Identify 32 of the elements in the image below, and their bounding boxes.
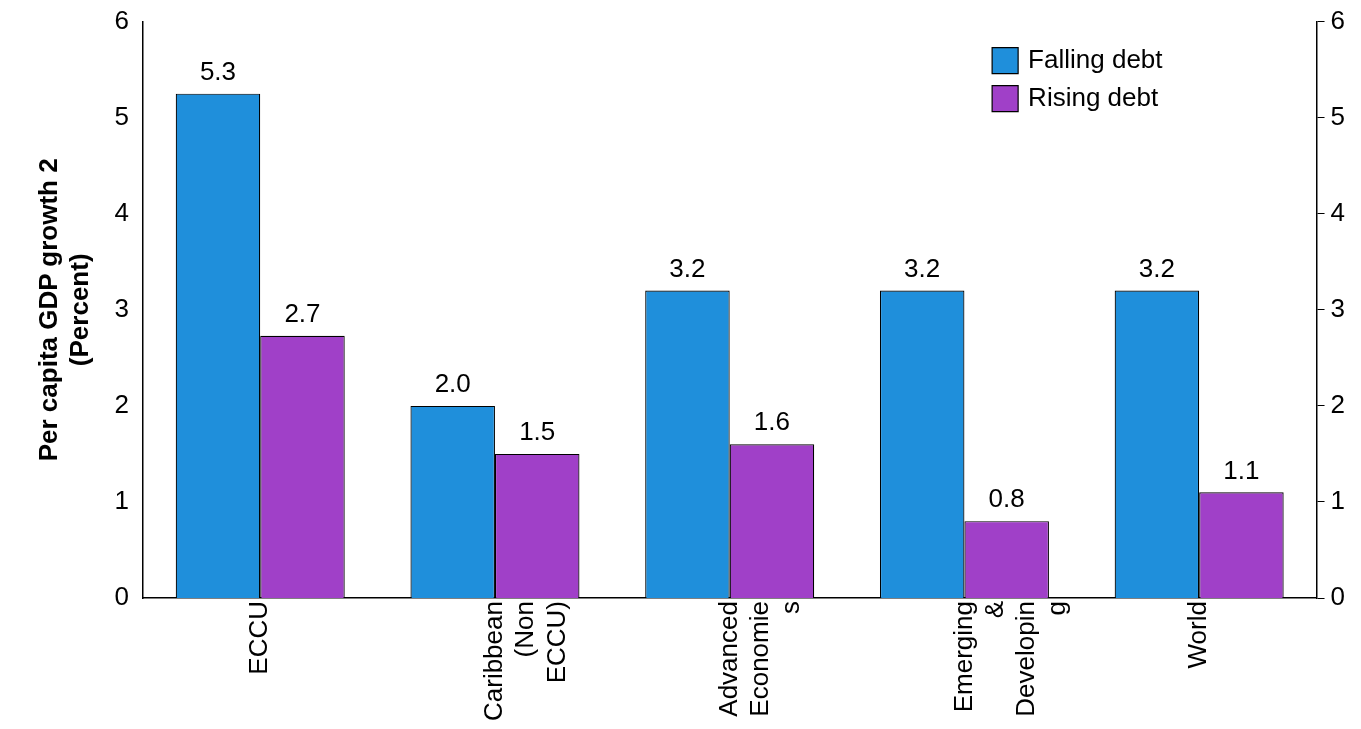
data-label: 1.1 (1223, 454, 1260, 485)
y-tick-label: 0 (114, 581, 129, 612)
y2-tick-label: 0 (1330, 581, 1346, 612)
data-label: 0.8 (988, 483, 1025, 514)
legend-label: Rising debt (1028, 81, 1159, 112)
y-axis-title: Per capita GDP growth 2 (Percent) (32, 158, 94, 462)
data-label: 3.2 (904, 252, 941, 283)
data-label: 1.6 (753, 406, 791, 437)
y-tick-label: 1 (114, 485, 129, 516)
y-tick-label: 3 (114, 292, 129, 323)
x-tick-label: Emerging & Developing (947, 601, 1072, 717)
x-tick-label: World (1182, 601, 1213, 669)
y-tick-label: 5 (114, 100, 129, 131)
y2-tick-label: 3 (1330, 292, 1346, 323)
x-tick-label: ECCU (243, 601, 274, 675)
data-label: 2.0 (434, 368, 471, 399)
y2-tick-label: 6 (1330, 4, 1346, 35)
y-tick-label: 2 (114, 389, 129, 420)
data-label: 1.5 (519, 416, 556, 447)
data-label: 3.2 (669, 252, 706, 283)
x-tick-label: Caribbean (Non ECCU) (478, 601, 571, 722)
data-label: 5.3 (199, 55, 237, 86)
x-tick-label: Advanced Economies (712, 601, 806, 717)
legend-label: Falling debt (1028, 43, 1164, 74)
y2-tick-label: 5 (1330, 100, 1346, 131)
data-label: 3.2 (1138, 252, 1175, 283)
y2-tick-label: 2 (1330, 389, 1346, 420)
y-tick-label: 6 (114, 4, 129, 35)
y2-tick-label: 4 (1330, 196, 1346, 227)
y-tick-label: 4 (114, 196, 129, 227)
y2-tick-label: 1 (1330, 485, 1346, 516)
data-label: 2.7 (284, 297, 321, 328)
